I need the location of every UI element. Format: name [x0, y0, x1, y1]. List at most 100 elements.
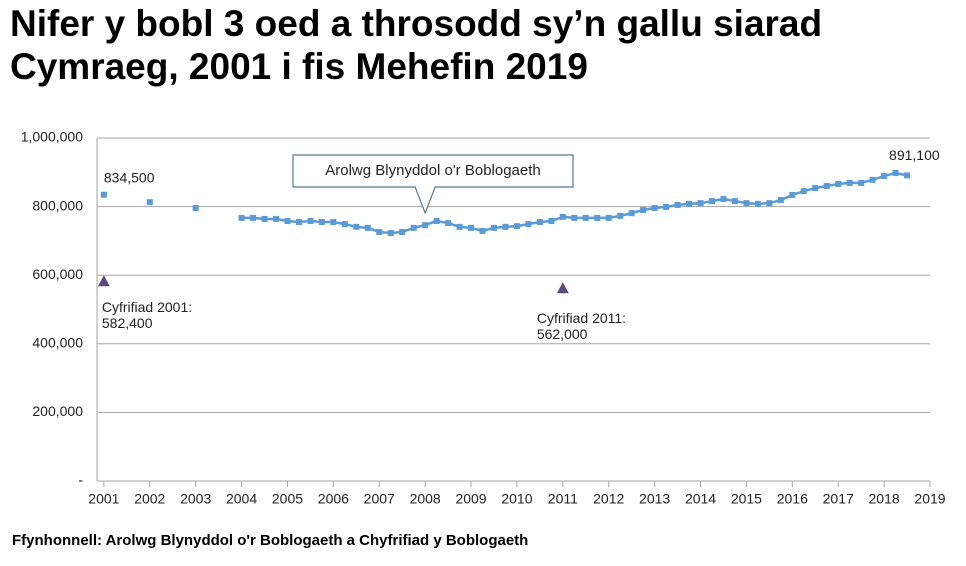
value-label: 562,000: [537, 326, 588, 342]
point-marker: [272, 215, 279, 222]
chart-title: Cymraeg, 2001 i fis Mehefin 2019: [10, 46, 588, 87]
point-marker: [387, 230, 394, 237]
point-marker: [858, 179, 865, 186]
value-label: 834,500: [104, 169, 155, 185]
point-marker: [674, 201, 681, 208]
x-tick-label: 2001: [88, 491, 119, 507]
value-label: 582,400: [102, 315, 153, 331]
y-tick-label: 200,000: [32, 403, 83, 419]
y-tick-label: 600,000: [32, 266, 83, 282]
x-tick-label: 2016: [777, 491, 808, 507]
point-marker: [433, 218, 440, 225]
point-marker: [789, 191, 796, 198]
x-tick-label: 2003: [180, 491, 211, 507]
census-marker: [556, 282, 569, 294]
y-tick-label: 800,000: [32, 197, 83, 213]
x-tick-label: 2005: [272, 491, 303, 507]
point-marker: [318, 219, 325, 226]
callout-box: [292, 154, 574, 215]
value-label: 891,100: [889, 147, 940, 163]
point-marker: [777, 197, 784, 204]
point-marker: [766, 200, 773, 207]
point-marker: [743, 200, 750, 207]
point-marker: [146, 199, 153, 206]
point-marker: [490, 224, 497, 231]
point-marker: [605, 214, 612, 221]
x-tick-label: 2015: [731, 491, 762, 507]
point-marker: [823, 183, 830, 190]
point-marker: [192, 204, 199, 211]
point-marker: [261, 215, 268, 222]
point-marker: [881, 173, 888, 180]
x-tick-label: 2009: [455, 491, 486, 507]
point-marker: [640, 207, 647, 214]
point-marker: [582, 214, 589, 221]
point-marker: [686, 200, 693, 207]
point-marker: [835, 180, 842, 187]
point-marker: [422, 222, 429, 229]
point-marker: [479, 227, 486, 234]
x-tick-label: 2019: [914, 491, 945, 507]
x-tick-label: 2017: [823, 491, 854, 507]
point-marker: [525, 221, 532, 228]
point-marker: [628, 210, 635, 217]
x-tick-label: 2011: [548, 491, 578, 507]
x-tick-label: 2006: [318, 491, 349, 507]
point-marker: [445, 220, 452, 227]
point-marker: [559, 213, 566, 220]
x-tick-label: 2012: [593, 491, 624, 507]
point-marker: [330, 219, 337, 226]
x-tick-label: 2018: [869, 491, 900, 507]
point-marker: [250, 214, 257, 221]
point-marker: [468, 224, 475, 231]
x-tick-label: 2004: [226, 491, 257, 507]
y-tick-label: 1,000,000: [21, 129, 83, 145]
point-marker: [800, 188, 807, 195]
point-marker: [456, 223, 463, 230]
point-marker: [536, 219, 543, 226]
source: Ffynhonnell: Arolwg Blynyddol o'r Boblog…: [12, 532, 528, 549]
point-marker: [295, 219, 302, 226]
point-marker: [399, 228, 406, 235]
point-marker: [708, 198, 715, 205]
x-tick-label: 2014: [685, 491, 716, 507]
point-marker: [548, 218, 555, 225]
callout-text: Arolwg Blynyddol o'r Boblogaeth: [325, 162, 541, 179]
point-marker: [571, 214, 578, 221]
y-tick-label: 400,000: [32, 335, 83, 351]
point-marker: [904, 172, 911, 179]
point-marker: [812, 185, 819, 192]
point-marker: [341, 221, 348, 228]
census-marker: [97, 275, 110, 287]
point-marker: [376, 228, 383, 235]
x-tick-label: 2008: [410, 491, 441, 507]
point-marker: [502, 223, 509, 230]
point-marker: [594, 214, 601, 221]
point-marker: [892, 169, 899, 176]
census-label: Cyfrifiad 2011:: [537, 310, 626, 326]
point-marker: [846, 179, 853, 186]
point-marker: [353, 223, 360, 230]
point-marker: [663, 203, 670, 210]
x-tick-label: 2007: [364, 491, 395, 507]
point-marker: [410, 224, 417, 231]
point-marker: [869, 176, 876, 183]
point-marker: [307, 218, 314, 225]
y-tick-label: -: [78, 472, 83, 488]
point-marker: [238, 214, 245, 221]
point-marker: [100, 191, 107, 198]
x-tick-label: 2013: [639, 491, 670, 507]
point-marker: [617, 212, 624, 219]
x-tick-label: 2002: [134, 491, 165, 507]
chart-title: Nifer y bobl 3 oed a throsodd sy’n gallu…: [10, 3, 822, 44]
point-marker: [364, 224, 371, 231]
point-marker: [731, 198, 738, 205]
point-marker: [697, 200, 704, 207]
point-marker: [284, 218, 291, 225]
point-marker: [754, 200, 761, 207]
point-marker: [720, 196, 727, 203]
point-marker: [651, 204, 658, 211]
census-label: Cyfrifiad 2001:: [102, 299, 192, 315]
point-marker: [513, 223, 520, 230]
